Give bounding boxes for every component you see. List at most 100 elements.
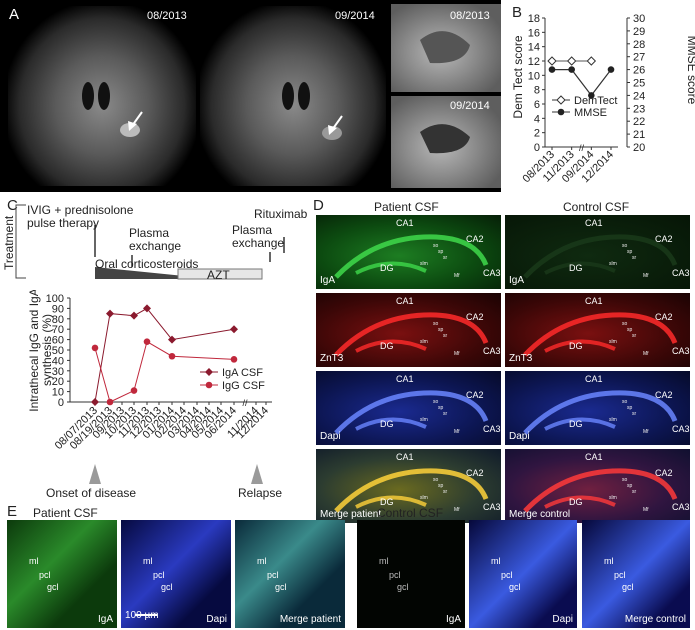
b-point-demtect bbox=[586, 56, 597, 66]
d-ca-band bbox=[523, 468, 678, 513]
b-point-mmse bbox=[607, 66, 615, 73]
b-ticklabel-right: 22 bbox=[633, 116, 645, 128]
d-layer-slm: slm bbox=[420, 261, 428, 267]
c-point-iga bbox=[230, 325, 238, 334]
d-tile-label: Dapi bbox=[320, 431, 341, 442]
d-layer-sp: sp bbox=[627, 327, 633, 333]
d-tile-structure bbox=[334, 312, 489, 357]
b-ticklabel-left: 14 bbox=[528, 42, 540, 54]
d-control-title: Control CSF bbox=[563, 200, 630, 214]
c-ticklabel-y: 100 bbox=[46, 293, 64, 305]
d-tile-label: Merge control bbox=[509, 509, 571, 520]
c-series-line-1 bbox=[94, 340, 235, 403]
d-layer-sp: sp bbox=[627, 405, 633, 411]
e-tile-1: ml pcl gcl Dapi 100 µm bbox=[121, 520, 231, 628]
c-ticklabel-y: 70 bbox=[52, 324, 64, 336]
d-region-ca1: CA1 bbox=[396, 218, 414, 228]
d-tile-label: IgA bbox=[509, 275, 525, 286]
d-mf: Mf bbox=[643, 429, 649, 435]
d-layer-slm: slm bbox=[609, 417, 617, 423]
b-ticklabel-right: 23 bbox=[633, 103, 645, 115]
d-patient-title: Patient CSF bbox=[374, 200, 439, 214]
c-point-iga bbox=[143, 304, 151, 313]
mri-zoom-date-1: 08/2013 bbox=[450, 10, 490, 22]
e-tile-2: ml pcl gcl Merge patient bbox=[235, 520, 345, 628]
c-legend-marker-igg bbox=[205, 381, 213, 389]
e-patient-title: Patient CSF bbox=[33, 506, 98, 520]
c-point-igg bbox=[130, 387, 138, 394]
d-tile-structure bbox=[523, 468, 678, 513]
e-layer-gcl: gcl bbox=[509, 582, 521, 592]
c-ticklabel-y: 0 bbox=[58, 397, 64, 409]
e-control-title: Control CSF bbox=[377, 506, 444, 520]
e-layer-gcl: gcl bbox=[275, 582, 287, 592]
e-layer-gcl: gcl bbox=[47, 582, 59, 592]
c-axis-break: // bbox=[242, 398, 248, 408]
d-dg-band bbox=[544, 417, 616, 431]
d-layer-slm: slm bbox=[420, 339, 428, 345]
c-point-iga bbox=[91, 398, 99, 406]
relapse-label: Relapse bbox=[238, 486, 283, 500]
d-region-ca2: CA2 bbox=[655, 312, 673, 322]
d-region-ca1: CA1 bbox=[585, 296, 603, 306]
d-ca-band bbox=[334, 234, 489, 279]
d-region-ca3: CA3 bbox=[672, 502, 690, 512]
d-layer-so: so bbox=[433, 243, 439, 249]
e-tile-label: Merge control bbox=[624, 614, 686, 625]
d-layer-sr: sr bbox=[632, 255, 637, 261]
mri-date-2: 09/2014 bbox=[335, 10, 375, 22]
d-tile-r2-c1: CA1 CA2 CA3 DG so sp sr slm Mf Dapi bbox=[505, 371, 690, 445]
d-layer-sr: sr bbox=[632, 411, 637, 417]
e-layer-gcl: gcl bbox=[622, 582, 634, 592]
c-ylabel-line1: Intrathecal IgG and IgA bbox=[27, 290, 41, 412]
e-scale-bar-line bbox=[135, 614, 157, 616]
d-dg-band bbox=[544, 495, 616, 509]
b-axis-break: // bbox=[579, 143, 585, 153]
d-region-dg: DG bbox=[569, 341, 583, 351]
d-region-ca1: CA1 bbox=[585, 218, 603, 228]
b-ticklabel-left: 12 bbox=[528, 56, 540, 68]
b-ticklabel-right: 30 bbox=[633, 13, 645, 25]
d-layer-so: so bbox=[622, 243, 628, 249]
b-ticklabel-left: 16 bbox=[528, 27, 540, 39]
d-mf: Mf bbox=[643, 507, 649, 513]
c-legend-igg: IgG CSF bbox=[222, 380, 265, 392]
plasma-1-label: Plasma exchange bbox=[129, 226, 182, 253]
e-tile-0: ml pcl gcl IgA bbox=[7, 520, 117, 628]
d-ca-band bbox=[334, 312, 489, 357]
mri-date-1: 08/2013 bbox=[147, 10, 187, 22]
d-layer-sr: sr bbox=[443, 333, 448, 339]
d-region-ca2: CA2 bbox=[655, 468, 673, 478]
d-tile-structure bbox=[523, 390, 678, 435]
d-tile-r0-c1: CA1 CA2 CA3 DG so sp sr slm Mf IgA bbox=[505, 215, 690, 289]
c-point-iga bbox=[168, 335, 176, 344]
e-layer-ml: ml bbox=[257, 556, 267, 566]
d-region-ca3: CA3 bbox=[672, 424, 690, 434]
c-ticklabel-y: 90 bbox=[52, 303, 64, 315]
d-region-ca2: CA2 bbox=[655, 390, 673, 400]
d-layer-slm: slm bbox=[420, 495, 428, 501]
c-point-iga bbox=[106, 309, 114, 318]
e-tile-5: ml pcl gcl Merge control bbox=[582, 520, 690, 628]
b-point-demtect bbox=[566, 56, 577, 66]
d-dg-band bbox=[355, 495, 427, 509]
b-ticklabel-right: 28 bbox=[633, 39, 645, 51]
d-layer-sr: sr bbox=[443, 489, 448, 495]
d-layer-sp: sp bbox=[438, 327, 444, 333]
d-layer-sp: sp bbox=[438, 249, 444, 255]
b-ticklabel-left: 6 bbox=[534, 99, 540, 111]
d-region-ca2: CA2 bbox=[466, 312, 484, 322]
e-tile-label: IgA bbox=[97, 614, 113, 625]
plasma-2-label: Plasma exchange bbox=[232, 223, 285, 250]
d-layer-sp: sp bbox=[438, 405, 444, 411]
d-layer-so: so bbox=[433, 321, 439, 327]
e-layer-ml: ml bbox=[379, 556, 389, 566]
d-layer-sr: sr bbox=[443, 255, 448, 261]
e-tile-label: IgA bbox=[445, 614, 461, 625]
panel-letter-e: E bbox=[7, 503, 18, 520]
b-ticklabel-left: 0 bbox=[534, 142, 540, 154]
mri-arrows bbox=[82, 31, 501, 154]
rituximab-label: Rituximab bbox=[254, 207, 308, 221]
d-region-dg: DG bbox=[380, 341, 394, 351]
treatment-label: Treatment bbox=[2, 215, 16, 270]
